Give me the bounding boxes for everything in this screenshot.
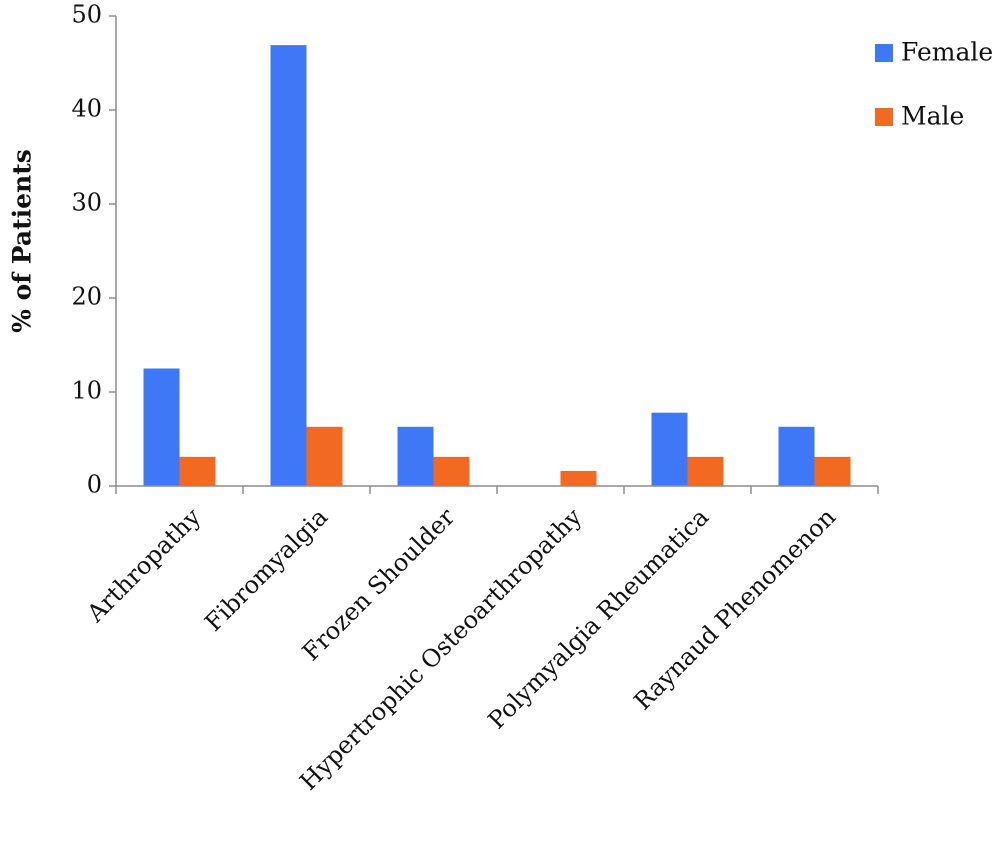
bar-male-fibromyalgia bbox=[306, 426, 343, 486]
legend-swatch-male bbox=[875, 108, 893, 126]
bar-male-frozen-shoulder bbox=[433, 456, 470, 486]
bar-female-frozen-shoulder bbox=[397, 426, 434, 486]
x-category-label: Raynaud Phenomenon bbox=[629, 503, 842, 716]
x-category-label: Arthropathy bbox=[81, 503, 207, 629]
bar-male-polymyalgia-rheumatica bbox=[687, 456, 724, 486]
y-tick-label: 50 bbox=[71, 1, 102, 29]
legend-label-male: Male bbox=[901, 102, 964, 131]
bar-female-polymyalgia-rheumatica bbox=[651, 412, 688, 486]
bar-male-arthropathy bbox=[179, 456, 216, 486]
legend: Female Male bbox=[875, 38, 993, 131]
bar-female-raynaud-phenomenon bbox=[778, 426, 815, 486]
y-tick-label: 40 bbox=[71, 95, 102, 123]
y-axis-title: % of Patients bbox=[8, 149, 37, 333]
x-category-label: Hypertrophic Osteoarthropathy bbox=[294, 503, 587, 796]
y-axis-ticks: 0 10 20 30 40 50 bbox=[71, 1, 116, 499]
legend-label-female: Female bbox=[901, 38, 993, 67]
y-tick-label: 10 bbox=[71, 377, 102, 405]
bar-female-arthropathy bbox=[143, 368, 180, 486]
y-tick-label: 20 bbox=[71, 283, 102, 311]
y-tick-label: 0 bbox=[87, 471, 102, 499]
x-axis-ticks bbox=[115, 486, 879, 494]
bar-female-fibromyalgia bbox=[270, 45, 307, 486]
x-category-label: Polymyalgia Rheumatica bbox=[483, 503, 715, 735]
bars bbox=[143, 45, 851, 486]
bar-male-raynaud-phenomenon bbox=[814, 456, 851, 486]
y-tick-label: 30 bbox=[71, 189, 102, 217]
bar-male-hypertrophic-osteoarthropathy bbox=[560, 470, 597, 486]
x-category-label: Fibromyalgia bbox=[199, 503, 333, 637]
legend-swatch-female bbox=[875, 44, 893, 62]
